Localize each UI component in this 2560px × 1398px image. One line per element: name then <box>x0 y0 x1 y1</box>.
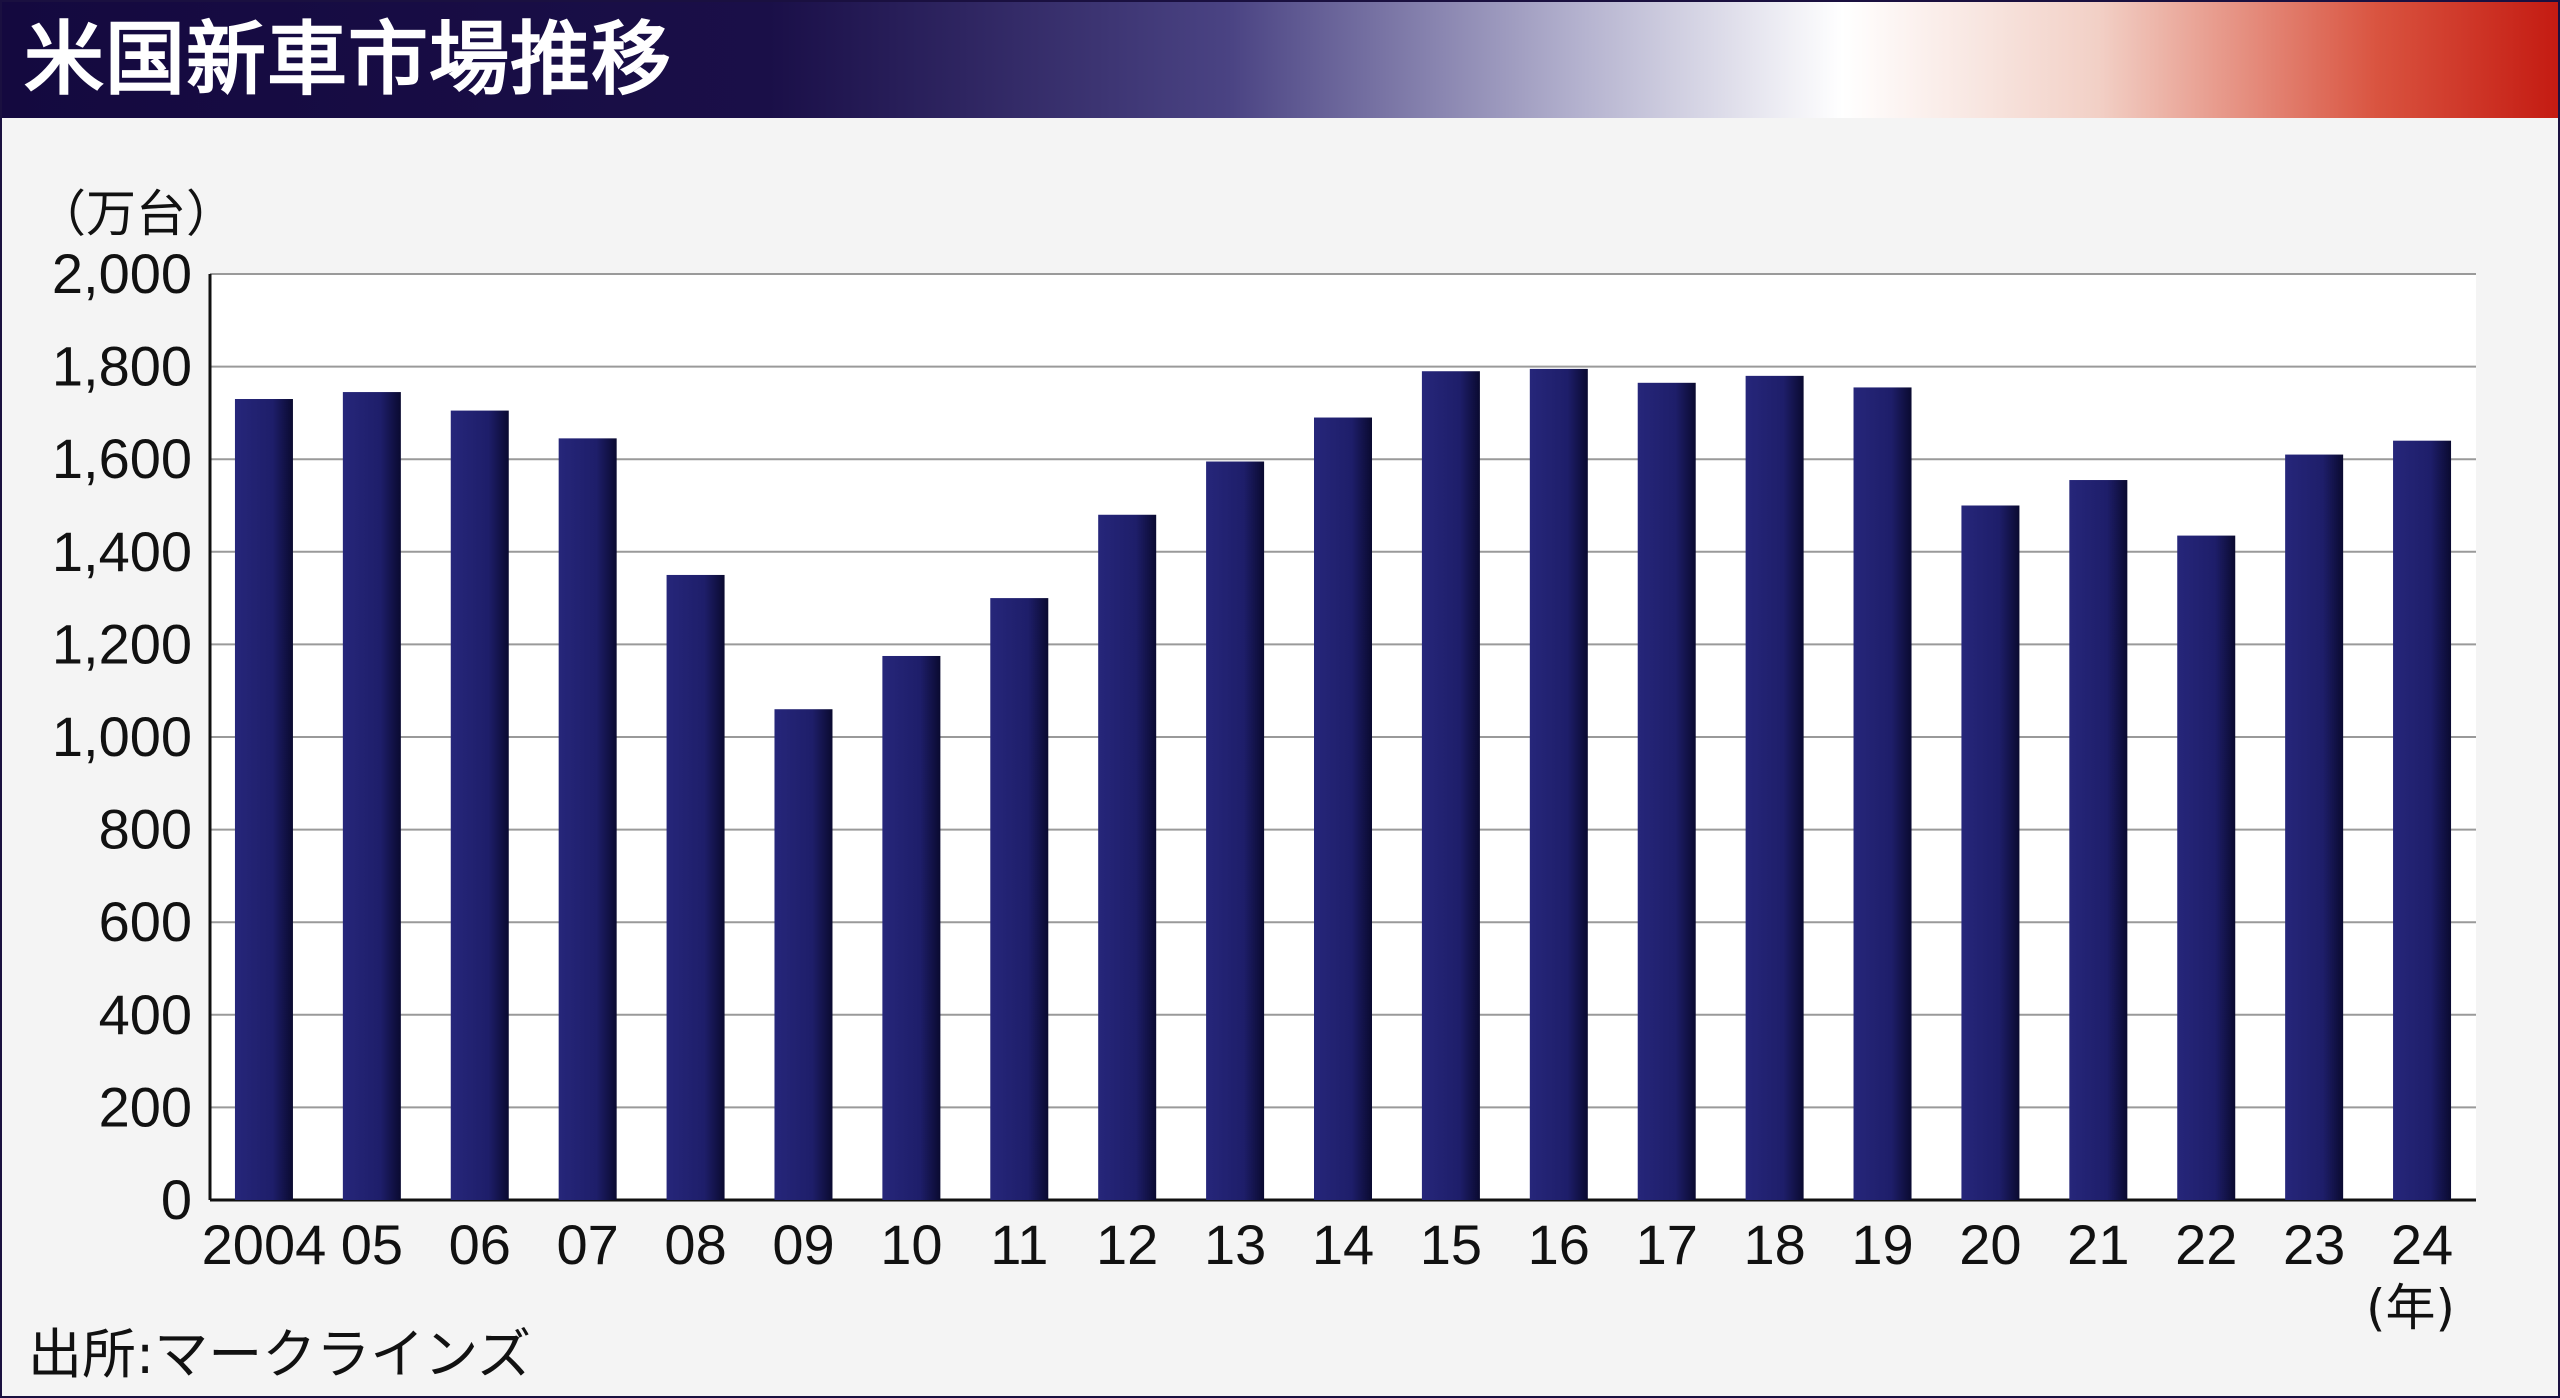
bar <box>990 598 1049 1200</box>
bar <box>450 410 509 1201</box>
x-tick-label: 2004 <box>202 1213 327 1276</box>
y-tick-label: 600 <box>99 890 192 953</box>
bar <box>1421 371 1480 1201</box>
x-tick-label: 13 <box>1204 1213 1266 1276</box>
x-tick-label: 19 <box>1851 1213 1913 1276</box>
bar <box>234 399 293 1200</box>
bar <box>1961 505 2020 1200</box>
x-tick-label: 20 <box>1959 1213 2021 1276</box>
x-tick-label: 09 <box>772 1213 834 1276</box>
x-axis-unit-label: (年) <box>2366 1279 2456 1337</box>
bar <box>1853 387 1912 1200</box>
x-tick-label: 24 <box>2391 1213 2453 1276</box>
y-tick-label: 1,000 <box>52 705 192 768</box>
title-banner: 米国新車市場推移 <box>2 2 2558 118</box>
y-axis-unit-label: （万台） <box>36 185 236 243</box>
x-tick-label: 15 <box>1420 1213 1482 1276</box>
x-tick-label: 11 <box>990 1213 1048 1276</box>
bar <box>2177 535 2236 1200</box>
x-tick-label: 07 <box>557 1213 619 1276</box>
x-tick-label: 14 <box>1312 1213 1374 1276</box>
y-tick-label: 0 <box>161 1168 192 1231</box>
y-tick-label: 2,000 <box>52 242 192 305</box>
source-note: 出所:マークラインズ <box>28 1323 532 1386</box>
y-tick-label: 800 <box>99 798 192 861</box>
x-tick-label: 18 <box>1743 1213 1805 1276</box>
bar <box>2393 440 2452 1200</box>
x-tick-label: 21 <box>2067 1213 2129 1276</box>
x-tick-label: 16 <box>1528 1213 1590 1276</box>
bar <box>666 574 725 1200</box>
x-tick-label: 12 <box>1096 1213 1158 1276</box>
bar <box>558 438 617 1200</box>
y-tick-label: 1,800 <box>52 335 192 398</box>
x-tick-label: 23 <box>2283 1213 2345 1276</box>
bar <box>1098 514 1157 1200</box>
y-tick-label: 1,400 <box>52 520 192 583</box>
bar <box>1745 375 1804 1200</box>
bar <box>342 392 401 1200</box>
y-tick-label: 1,600 <box>52 427 192 490</box>
bar <box>1314 417 1372 1200</box>
x-tick-label: 22 <box>2175 1213 2237 1276</box>
x-tick-label: 17 <box>1636 1213 1698 1276</box>
x-tick-label: 08 <box>664 1213 726 1276</box>
bar <box>1529 368 1588 1200</box>
bar <box>2069 480 2128 1200</box>
bar <box>2285 454 2344 1200</box>
x-tick-label: 06 <box>449 1213 511 1276</box>
y-tick-label: 200 <box>99 1075 192 1138</box>
bar <box>1637 382 1696 1200</box>
y-tick-label: 400 <box>99 983 192 1046</box>
bar <box>1206 461 1265 1200</box>
x-tick-label: 10 <box>880 1213 942 1276</box>
chart-title: 米国新車市場推移 <box>24 13 672 106</box>
x-tick-label: 05 <box>341 1213 403 1276</box>
bar <box>774 709 833 1200</box>
y-tick-label: 1,200 <box>52 612 192 675</box>
bar <box>882 655 941 1200</box>
